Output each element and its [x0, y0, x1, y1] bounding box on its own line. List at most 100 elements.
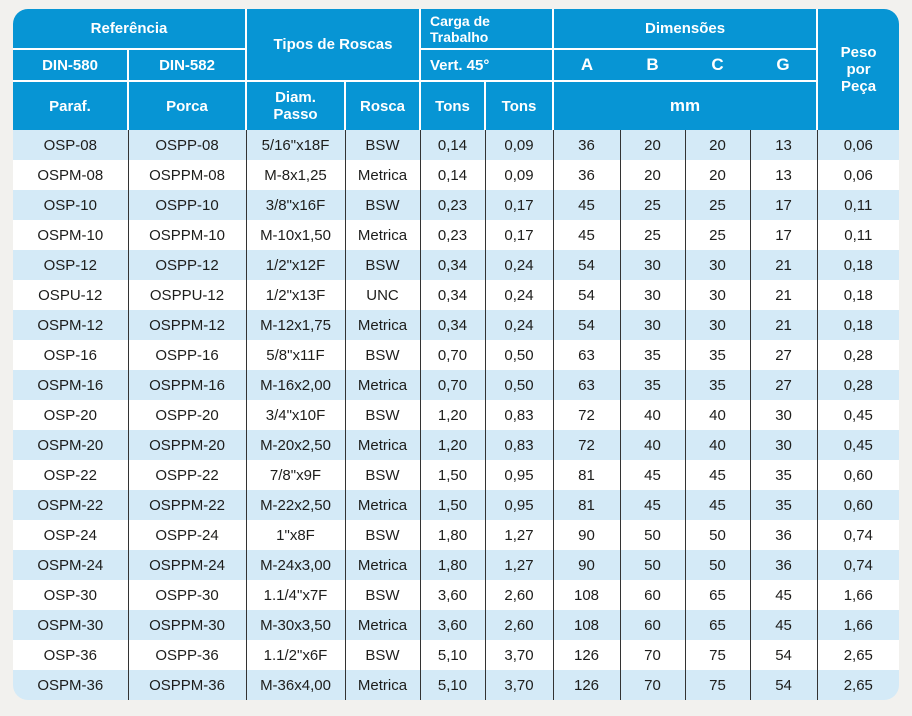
cell-paraf: OSPM-30: [13, 610, 128, 640]
cell-peso: 1,66: [816, 610, 899, 640]
cell-tons-vert: 3,60: [419, 610, 485, 640]
cell-porca: OSPP-20: [127, 400, 246, 430]
cell-tons-45: 0,17: [484, 220, 554, 250]
cell-peso: 2,65: [816, 640, 899, 670]
cell-rosca: Metrica: [344, 670, 420, 700]
header-carga-de-trabalho: Carga de Trabalho: [418, 9, 554, 50]
cell-paraf: OSP-20: [13, 400, 128, 430]
cell-dim-c: 50: [684, 520, 751, 550]
cell-diam-passo: 5/16"x18F: [245, 130, 345, 160]
cell-paraf: OSPM-22: [13, 490, 128, 520]
cell-dim-a: 45: [552, 220, 621, 250]
cell-tons-45: 0,17: [484, 190, 554, 220]
cell-diam-passo: 1/2"x12F: [245, 250, 345, 280]
cell-tons-45: 3,70: [484, 670, 554, 700]
cell-porca: OSPPM-36: [127, 670, 246, 700]
header-dim-a: A: [552, 49, 621, 82]
cell-dim-g: 13: [749, 130, 818, 160]
cell-dim-a: 63: [552, 340, 621, 370]
cell-diam-passo: 1/2"x13F: [245, 280, 345, 310]
cell-dim-g: 36: [749, 520, 818, 550]
cell-tons-vert: 0,23: [419, 220, 485, 250]
cell-diam-passo: 1"x8F: [245, 520, 345, 550]
header-row-2: DIN-580 DIN-582 Vert. 45° A B C G: [13, 49, 899, 82]
cell-dim-c: 35: [684, 340, 751, 370]
cell-peso: 1,66: [816, 580, 899, 610]
cell-paraf: OSPM-08: [13, 160, 128, 190]
cell-tons-45: 0,83: [484, 400, 554, 430]
cell-dim-a: 108: [552, 610, 621, 640]
cell-diam-passo: M-10x1,50: [245, 220, 345, 250]
cell-tons-vert: 1,80: [419, 550, 485, 580]
cell-dim-a: 54: [552, 280, 621, 310]
cell-tons-45: 0,83: [484, 430, 554, 460]
cell-paraf: OSPU-12: [13, 280, 128, 310]
cell-peso: 0,18: [816, 250, 899, 280]
cell-dim-c: 25: [684, 190, 751, 220]
cell-diam-passo: 3/8"x16F: [245, 190, 345, 220]
cell-paraf: OSPM-10: [13, 220, 128, 250]
cell-diam-passo: M-20x2,50: [245, 430, 345, 460]
cell-peso: 0,28: [816, 340, 899, 370]
cell-porca: OSPP-22: [127, 460, 246, 490]
cell-dim-b: 30: [619, 280, 686, 310]
table-row: OSPM-30 OSPPM-30 M-30x3,50 Metrica 3,60 2,60 1…: [13, 610, 899, 640]
cell-rosca: Metrica: [344, 370, 420, 400]
cell-dim-g: 17: [749, 190, 818, 220]
cell-rosca: BSW: [344, 340, 420, 370]
cell-tons-45: 0,50: [484, 370, 554, 400]
cell-rosca: BSW: [344, 520, 420, 550]
cell-paraf: OSP-12: [13, 250, 128, 280]
cell-tons-vert: 1,50: [419, 490, 485, 520]
cell-dim-g: 21: [749, 310, 818, 340]
table-row: OSP-16 OSPP-16 5/8"x11F BSW 0,70 0,50 63 35 35 27…: [13, 340, 899, 370]
cell-diam-passo: M-22x2,50: [245, 490, 345, 520]
cell-dim-g: 54: [749, 640, 818, 670]
cell-tons-45: 1,27: [484, 520, 554, 550]
cell-diam-passo: M-16x2,00: [245, 370, 345, 400]
cell-tons-45: 1,27: [484, 550, 554, 580]
cell-peso: 0,74: [816, 550, 899, 580]
spec-table-container: Referência Tipos de Roscas Carga de Trab…: [13, 9, 899, 700]
cell-tons-vert: 1,20: [419, 430, 485, 460]
cell-dim-g: 35: [749, 490, 818, 520]
table-row: OSP-36 OSPP-36 1.1/2"x6F BSW 5,10 3,70 126 70 75…: [13, 640, 899, 670]
cell-rosca: Metrica: [344, 610, 420, 640]
cell-tons-45: 3,70: [484, 640, 554, 670]
cell-dim-b: 60: [619, 610, 686, 640]
cell-dim-c: 40: [684, 400, 751, 430]
table-row: OSP-24 OSPP-24 1"x8F BSW 1,80 1,27 90 50 50 36 0,7…: [13, 520, 899, 550]
cell-rosca: BSW: [344, 640, 420, 670]
cell-dim-c: 75: [684, 670, 751, 700]
cell-tons-45: 0,95: [484, 460, 554, 490]
cell-dim-c: 65: [684, 580, 751, 610]
cell-paraf: OSPM-24: [13, 550, 128, 580]
cell-rosca: Metrica: [344, 310, 420, 340]
cell-rosca: Metrica: [344, 430, 420, 460]
cell-diam-passo: 1.1/4"x7F: [245, 580, 345, 610]
cell-paraf: OSP-10: [13, 190, 128, 220]
cell-dim-c: 30: [684, 250, 751, 280]
cell-porca: OSPP-36: [127, 640, 246, 670]
cell-tons-vert: 5,10: [419, 670, 485, 700]
cell-rosca: BSW: [344, 250, 420, 280]
table-row: OSPM-10 OSPPM-10 M-10x1,50 Metrica 0,23 0,17 4…: [13, 220, 899, 250]
cell-peso: 0,45: [816, 430, 899, 460]
cell-dim-g: 13: [749, 160, 818, 190]
cell-dim-b: 30: [619, 310, 686, 340]
cell-dim-a: 54: [552, 310, 621, 340]
cell-rosca: Metrica: [344, 550, 420, 580]
cell-dim-c: 40: [684, 430, 751, 460]
cell-tons-45: 0,24: [484, 310, 554, 340]
cell-tons-45: 2,60: [484, 610, 554, 640]
cell-rosca: BSW: [344, 400, 420, 430]
cell-tons-45: 0,24: [484, 280, 554, 310]
cell-dim-a: 126: [552, 670, 621, 700]
cell-tons-vert: 0,34: [419, 310, 485, 340]
cell-tons-vert: 5,10: [419, 640, 485, 670]
cell-dim-c: 20: [684, 160, 751, 190]
cell-tons-vert: 0,34: [419, 280, 485, 310]
cell-diam-passo: M-36x4,00: [245, 670, 345, 700]
header-tons-45: Tons: [483, 81, 554, 130]
cell-peso: 0,18: [816, 280, 899, 310]
